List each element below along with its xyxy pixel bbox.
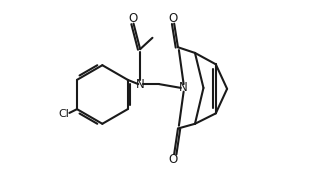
- Text: O: O: [169, 12, 178, 25]
- Text: N: N: [179, 81, 188, 94]
- Text: O: O: [128, 12, 137, 25]
- Text: N: N: [136, 78, 145, 91]
- Text: Cl: Cl: [59, 109, 69, 119]
- Text: O: O: [169, 153, 178, 166]
